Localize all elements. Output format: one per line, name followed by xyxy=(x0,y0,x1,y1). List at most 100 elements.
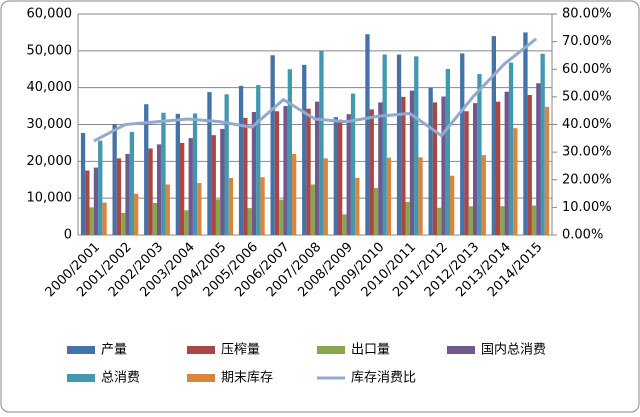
bar xyxy=(144,104,149,235)
bar xyxy=(148,148,153,235)
bar xyxy=(152,202,157,235)
bar xyxy=(175,113,180,235)
bar xyxy=(274,111,280,235)
bar xyxy=(491,36,496,235)
bar xyxy=(243,117,248,235)
bar xyxy=(496,101,501,235)
y-tick-label: 0 xyxy=(64,228,72,243)
bar xyxy=(251,111,257,235)
bar xyxy=(396,54,402,236)
bar xyxy=(401,96,406,235)
bar xyxy=(428,87,433,236)
bar xyxy=(157,144,162,235)
bar xyxy=(315,101,320,235)
bar xyxy=(365,34,370,236)
legend-label: 总消费 xyxy=(101,371,140,386)
bar xyxy=(373,187,379,235)
bar xyxy=(247,208,252,235)
bar xyxy=(323,158,328,235)
bar xyxy=(531,205,537,235)
bar xyxy=(386,157,392,235)
legend-swatch xyxy=(317,346,345,354)
y2-tick-label: 30.00% xyxy=(562,145,612,160)
bar xyxy=(80,132,86,235)
legend-swatch xyxy=(67,346,95,354)
y-tick-label: 40,000 xyxy=(27,80,73,95)
bar xyxy=(310,184,315,235)
y-tick-label: 20,000 xyxy=(27,154,73,169)
bar xyxy=(346,114,351,235)
legend-swatch xyxy=(187,374,215,382)
legend-label: 期末库存 xyxy=(221,370,273,386)
bar xyxy=(188,138,193,235)
line xyxy=(93,37,538,143)
y-tick-label: 60,000 xyxy=(27,7,73,22)
y2-tick-label: 10.00% xyxy=(562,200,612,215)
bar xyxy=(93,167,99,235)
legend-label: 库存消费比 xyxy=(351,370,416,386)
bar xyxy=(409,90,415,235)
y2-tick-label: 60.00% xyxy=(562,62,612,77)
bar xyxy=(256,85,261,235)
bar xyxy=(121,212,126,235)
bar xyxy=(355,177,360,235)
bar xyxy=(460,53,465,235)
bar xyxy=(333,117,338,235)
bar xyxy=(302,64,307,235)
bar xyxy=(215,199,221,235)
y2-tick-label: 80.00% xyxy=(562,7,612,22)
bar xyxy=(224,94,229,236)
y-tick-label: 30,000 xyxy=(27,117,73,132)
y2-tick-label: 0.00% xyxy=(562,228,603,243)
bar xyxy=(536,83,541,235)
bar xyxy=(441,96,446,235)
bar xyxy=(197,183,202,235)
legend-label: 国内总消费 xyxy=(481,342,546,358)
bar xyxy=(468,206,473,235)
legend-label: 出口量 xyxy=(351,343,390,358)
y-tick-label: 10,000 xyxy=(27,191,73,206)
bar xyxy=(464,111,469,235)
bar xyxy=(382,54,387,236)
y2-tick-label: 70.00% xyxy=(562,34,612,49)
bar xyxy=(544,106,550,235)
bar xyxy=(450,175,455,235)
bar xyxy=(527,95,532,236)
bar xyxy=(134,193,139,235)
bar xyxy=(369,109,374,235)
bar xyxy=(102,202,107,235)
bar xyxy=(220,128,225,235)
bar xyxy=(112,124,117,235)
y2-tick-label: 20.00% xyxy=(562,172,612,187)
bar xyxy=(161,112,166,235)
bar xyxy=(283,106,288,235)
bar xyxy=(477,74,482,235)
bar xyxy=(129,131,134,235)
bar xyxy=(260,177,265,235)
bar xyxy=(116,158,122,235)
bar xyxy=(238,85,244,235)
bar xyxy=(228,177,234,235)
bar xyxy=(473,103,478,236)
bar xyxy=(342,214,347,235)
bar xyxy=(211,135,216,235)
bar xyxy=(306,108,311,235)
legend-swatch xyxy=(187,346,215,354)
bar xyxy=(481,155,486,235)
bar xyxy=(378,102,383,236)
bar xyxy=(513,128,518,235)
bar xyxy=(338,119,343,235)
bar xyxy=(508,62,514,236)
bar xyxy=(414,56,419,235)
bar xyxy=(437,207,442,235)
legend-swatch xyxy=(67,374,95,382)
bar xyxy=(500,206,505,235)
bar xyxy=(418,157,423,235)
bar xyxy=(540,53,545,235)
y-tick-label: 50,000 xyxy=(27,43,73,58)
bar xyxy=(523,32,528,235)
bar xyxy=(445,68,450,235)
bar xyxy=(98,140,103,235)
legend-label: 产量 xyxy=(101,343,127,358)
